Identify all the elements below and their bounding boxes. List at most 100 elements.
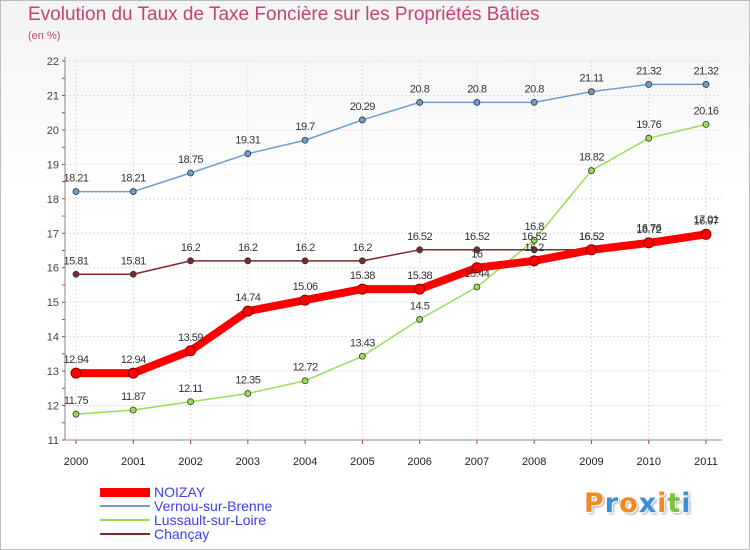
x-tick-label: 2002	[178, 456, 202, 468]
data-point-lussault-sur-loire	[530, 236, 538, 244]
logo-letter: t	[667, 488, 682, 519]
legend-item-vernou-sur-brenne: Vernou-sur-Brenne	[100, 499, 272, 513]
x-tick-label: 2005	[350, 456, 374, 468]
x-tick-label: 2003	[236, 456, 260, 468]
data-point-vernou-sur-brenne	[244, 150, 252, 158]
legend-label: Lussault-sur-Loire	[154, 512, 267, 528]
data-point-chancay	[129, 270, 137, 278]
data-label-lussault-sur-loire: 18.82	[579, 152, 604, 164]
data-label-lussault-sur-loire: 12.72	[293, 362, 318, 374]
x-tick-label: 2004	[293, 456, 317, 468]
y-tick-label: 11	[48, 435, 59, 447]
data-point-chancay	[187, 257, 194, 265]
data-point-noizay	[414, 283, 426, 295]
legend-item-chancay: Chançay	[100, 527, 272, 541]
x-tick-label: 2006	[407, 456, 431, 468]
data-point-lussault-sur-loire	[473, 283, 481, 291]
y-axis-unit-label: (en %)	[28, 30, 61, 42]
legend-item-lussault-sur-loire: Lussault-sur-Loire	[100, 513, 272, 527]
data-point-noizay	[185, 345, 197, 357]
data-point-vernou-sur-brenne	[645, 81, 653, 88]
data-label-vernou-sur-brenne: 18.21	[121, 173, 146, 185]
data-label-lussault-sur-loire: 15.44	[464, 268, 489, 280]
data-label-chancay: 16.52	[464, 231, 489, 243]
data-label-chancay: 17.01	[693, 214, 718, 226]
data-label-noizay: 15.38	[350, 270, 375, 282]
data-label-lussault-sur-loire: 19.76	[636, 119, 661, 131]
data-label-vernou-sur-brenne: 18.21	[63, 173, 88, 185]
data-point-noizay	[585, 244, 597, 256]
data-label-noizay: 12.94	[63, 354, 88, 366]
data-point-vernou-sur-brenne	[187, 169, 194, 177]
data-label-noizay: 16.97	[693, 215, 718, 227]
data-label-lussault-sur-loire: 13.43	[350, 337, 375, 349]
data-point-vernou-sur-brenne	[301, 136, 309, 144]
data-point-noizay	[700, 228, 712, 240]
y-tick-label: 17	[47, 228, 59, 240]
legend-swatch	[100, 487, 150, 497]
data-point-noizay	[643, 237, 655, 249]
data-label-chancay: 16.2	[295, 242, 315, 254]
data-label-chancay: 16.52	[579, 231, 604, 243]
data-point-noizay	[70, 367, 82, 379]
data-point-noizay	[127, 367, 139, 379]
data-point-lussault-sur-loire	[301, 377, 309, 385]
data-point-vernou-sur-brenne	[72, 188, 80, 195]
data-point-lussault-sur-loire	[358, 352, 366, 360]
x-tick-label: 2011	[694, 456, 718, 468]
data-point-chancay	[416, 246, 424, 254]
data-point-lussault-sur-loire	[645, 134, 653, 142]
logo-letter: i	[657, 488, 668, 519]
legend-swatch	[100, 505, 150, 507]
data-point-lussault-sur-loire	[129, 406, 137, 414]
data-point-vernou-sur-brenne	[702, 81, 710, 88]
x-tick-label: 2001	[121, 456, 145, 468]
data-label-vernou-sur-brenne: 19.31	[235, 135, 260, 147]
legend-swatch	[100, 533, 150, 535]
data-point-vernou-sur-brenne	[473, 98, 481, 106]
x-tick-label: 2010	[636, 456, 660, 468]
y-tick-label: 18	[47, 194, 59, 206]
data-label-lussault-sur-loire: 20.16	[693, 105, 718, 117]
data-label-vernou-sur-brenne: 21.32	[636, 65, 661, 77]
data-label-lussault-sur-loire: 12.35	[235, 374, 260, 386]
data-label-chancay: 16.52	[522, 231, 547, 243]
chart-title: Evolution du Taux de Taxe Foncière sur l…	[28, 4, 540, 25]
data-point-lussault-sur-loire	[244, 390, 252, 397]
y-tick-label: 21	[47, 90, 59, 102]
data-point-lussault-sur-loire	[72, 410, 80, 418]
data-point-vernou-sur-brenne	[129, 188, 137, 195]
data-label-chancay: 15.81	[63, 255, 88, 267]
logo-letter: o	[619, 488, 639, 519]
data-label-noizay: 16.72	[636, 224, 661, 236]
data-point-noizay	[242, 305, 254, 317]
data-label-noizay: 16	[471, 249, 483, 261]
data-label-noizay: 14.74	[235, 292, 260, 304]
y-tick-label: 12	[47, 401, 59, 413]
data-point-noizay	[299, 294, 311, 306]
data-point-lussault-sur-loire	[416, 316, 424, 323]
data-label-noizay: 15.06	[293, 281, 318, 293]
data-point-noizay	[528, 255, 540, 267]
data-point-vernou-sur-brenne	[588, 88, 595, 96]
data-point-lussault-sur-loire	[588, 167, 595, 174]
data-label-noizay: 15.38	[407, 270, 432, 282]
data-label-lussault-sur-loire: 16.8	[524, 221, 544, 233]
data-point-chancay	[72, 270, 80, 278]
data-label-vernou-sur-brenne: 20.8	[410, 83, 430, 95]
data-label-lussault-sur-loire: 12.11	[178, 383, 203, 395]
data-label-chancay: 16.2	[353, 242, 373, 254]
data-point-vernou-sur-brenne	[530, 98, 538, 106]
logo-letter: r	[604, 488, 620, 519]
data-point-lussault-sur-loire	[702, 120, 710, 128]
legend-label: Chançay	[154, 526, 210, 542]
y-tick-label: 22	[47, 56, 59, 68]
data-point-vernou-sur-brenne	[416, 98, 424, 106]
y-tick-label: 20	[47, 125, 59, 137]
data-label-vernou-sur-brenne: 20.8	[467, 83, 487, 95]
legend: NOIZAY Vernou-sur-Brenne Lussault-sur-Loir…	[100, 485, 272, 541]
series-line-noizay	[72, 230, 710, 378]
data-label-chancay: 16.52	[407, 231, 432, 243]
logo-letter: i	[681, 488, 692, 519]
